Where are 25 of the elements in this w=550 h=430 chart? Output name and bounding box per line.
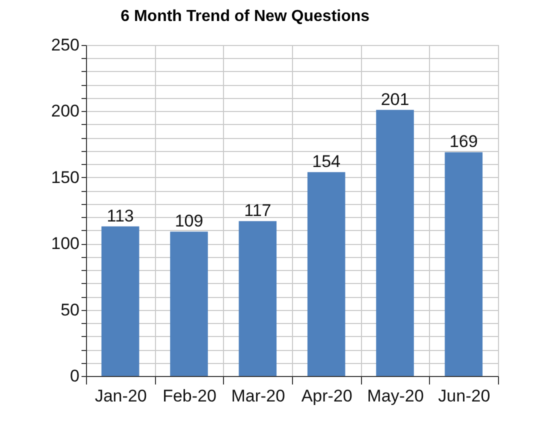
data-label: 154 [312,152,341,172]
x-tick-label: May-20 [367,386,424,406]
y-tick-label: 50 [60,300,80,320]
y-tick-label: 200 [51,102,80,121]
x-tick-label: Apr-20 [301,386,352,406]
bar [376,110,414,376]
y-tick-label: 250 [51,36,80,54]
bar [101,226,140,376]
data-label: 117 [244,201,272,220]
data-label: 201 [380,90,410,109]
data-label: 109 [174,212,204,231]
bar [307,172,346,376]
y-tick-label: 150 [51,168,80,187]
bar [444,152,483,376]
data-label: 113 [106,206,134,226]
x-tick-label: Jan-20 [94,386,147,406]
data-label: 169 [449,132,478,152]
chart-title: 6 Month Trend of New Questions [120,8,370,25]
y-tick-label: 100 [51,234,80,254]
y-tick-label: 0 [70,366,80,386]
x-tick-label: Mar-20 [231,386,286,406]
x-tick-label: Jun-20 [438,386,490,406]
x-tick-label: Feb-20 [162,386,216,406]
bar [238,221,277,376]
bar [170,232,208,376]
